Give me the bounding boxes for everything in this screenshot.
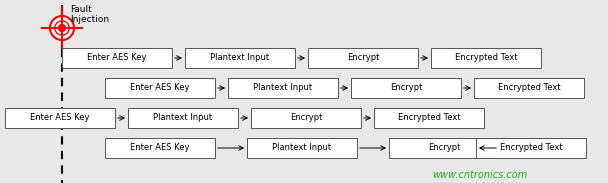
Text: Encrypt: Encrypt — [290, 113, 322, 122]
Text: Enter AES Key: Enter AES Key — [30, 113, 90, 122]
Bar — [251, 108, 361, 128]
Bar — [105, 138, 215, 158]
Circle shape — [48, 14, 76, 42]
Text: Encrypted Text: Encrypted Text — [500, 143, 562, 152]
Text: Encrypted Text: Encrypted Text — [498, 83, 561, 92]
Bar — [105, 78, 215, 98]
Bar — [389, 138, 499, 158]
Text: Plantext Input: Plantext Input — [153, 113, 213, 122]
Circle shape — [55, 21, 69, 35]
Circle shape — [50, 16, 74, 40]
Text: Plantext Input: Plantext Input — [272, 143, 331, 152]
Text: Fault
Injection: Fault Injection — [70, 5, 109, 24]
Bar — [247, 138, 357, 158]
Text: Enter AES Key: Enter AES Key — [130, 143, 190, 152]
Bar — [374, 108, 484, 128]
Bar — [351, 78, 461, 98]
Circle shape — [58, 24, 66, 32]
Text: Plantext Input: Plantext Input — [210, 53, 269, 63]
Bar — [308, 48, 418, 68]
Text: Encrypt: Encrypt — [347, 53, 379, 63]
Bar — [431, 48, 541, 68]
Text: Encrypt: Encrypt — [428, 143, 460, 152]
Text: Encrypt: Encrypt — [390, 83, 422, 92]
Bar — [185, 48, 295, 68]
Bar — [128, 108, 238, 128]
Bar — [474, 78, 584, 98]
Text: www.cntronics.com: www.cntronics.com — [432, 170, 528, 180]
Text: Enter AES Key: Enter AES Key — [130, 83, 190, 92]
Text: Encrypted Text: Encrypted Text — [455, 53, 517, 63]
Bar — [228, 78, 338, 98]
Bar — [476, 138, 586, 158]
Text: Encrypted Text: Encrypted Text — [398, 113, 460, 122]
Bar — [5, 108, 115, 128]
Bar — [62, 48, 172, 68]
Text: Enter AES Key: Enter AES Key — [88, 53, 147, 63]
Text: Plantext Input: Plantext Input — [254, 83, 313, 92]
